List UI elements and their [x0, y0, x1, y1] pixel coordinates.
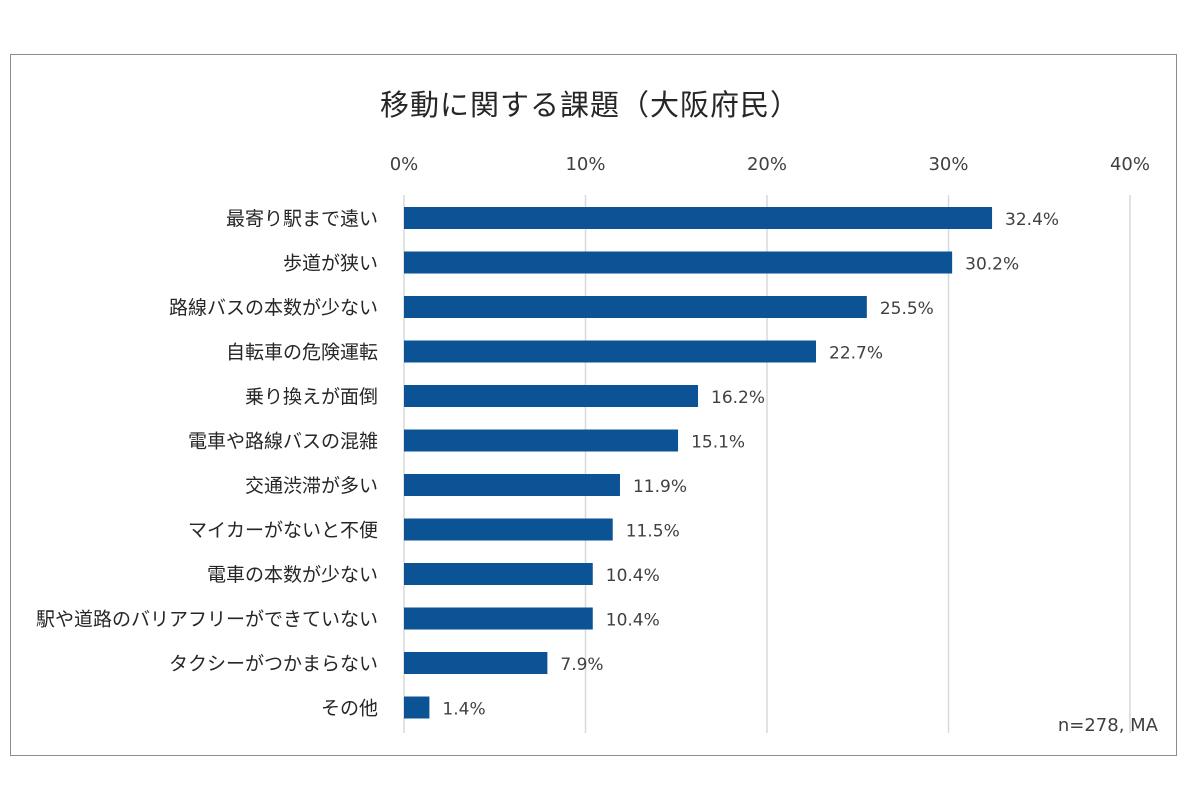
value-label: 25.5% [880, 299, 934, 319]
bar [404, 696, 430, 719]
x-tick-label: 30% [928, 154, 968, 175]
bar [404, 207, 993, 229]
value-label: 32.4% [1005, 210, 1059, 230]
bar [404, 251, 953, 274]
category-label: マイカーがないと不便 [188, 520, 378, 542]
category-label: タクシーがつかまらない [169, 653, 378, 675]
bar [404, 296, 867, 318]
value-label: 30.2% [965, 255, 1019, 275]
value-label: 22.7% [829, 344, 883, 364]
value-label: 11.9% [633, 477, 687, 497]
value-label: 15.1% [691, 433, 745, 453]
bar [404, 385, 699, 407]
x-tick-label: 40% [1110, 154, 1150, 175]
category-label: 歩道が狭い [283, 253, 378, 275]
category-label: 交通渋滞が多い [245, 475, 378, 497]
value-label: 10.4% [606, 611, 660, 631]
category-label: 乗り換えが面倒 [245, 386, 378, 408]
bar [404, 474, 620, 496]
category-label: その他 [321, 698, 378, 720]
bar [404, 652, 548, 674]
value-label: 16.2% [711, 388, 765, 408]
category-label: 自転車の危険運転 [226, 342, 378, 364]
category-label: 最寄り駅まで遠い [226, 208, 378, 230]
value-label: 11.5% [626, 522, 680, 542]
category-label: 路線バスの本数が少ない [169, 297, 378, 319]
chart-title: 移動に関する課題（大阪府民） [379, 88, 800, 122]
sample-size-note: n=278, MA [1057, 715, 1158, 736]
bar [404, 429, 679, 452]
value-label: 7.9% [560, 655, 603, 675]
x-tick-label: 0% [390, 154, 419, 175]
category-label: 電車の本数が少ない [207, 564, 378, 586]
bar [404, 518, 613, 541]
category-label: 電車や路線バスの混雑 [188, 431, 378, 453]
bar [404, 563, 593, 585]
value-label: 10.4% [606, 566, 660, 586]
bar [404, 607, 593, 630]
x-tick-label: 10% [565, 154, 605, 175]
x-tick-label: 20% [747, 154, 787, 175]
value-label: 1.4% [442, 700, 485, 720]
bar [404, 340, 817, 363]
category-label: 駅や道路のバリアフリーができていない [36, 609, 378, 631]
